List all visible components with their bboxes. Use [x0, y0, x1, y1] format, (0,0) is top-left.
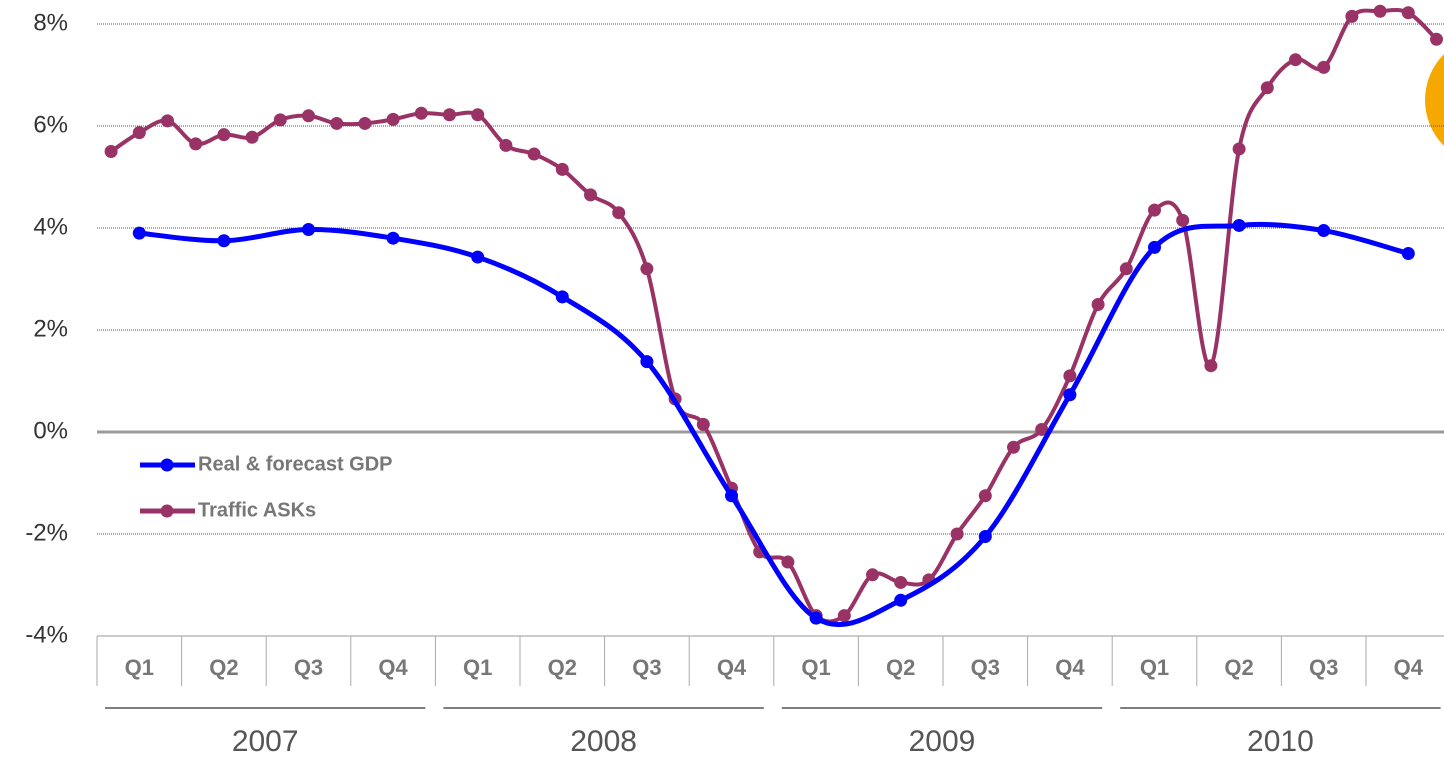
data-point [696, 417, 710, 431]
x-tick-label: Q1 [463, 655, 492, 680]
data-point [809, 611, 823, 625]
data-point [1148, 203, 1161, 217]
data-point [894, 575, 908, 589]
x-tick-label: Q4 [1394, 655, 1424, 680]
legend-marker [160, 504, 174, 518]
x-tick-label: Q2 [209, 655, 238, 680]
data-point [1289, 53, 1302, 67]
data-point [1317, 60, 1331, 74]
data-point [1401, 6, 1415, 20]
y-tick-label: 8% [33, 9, 68, 36]
data-point [1373, 4, 1387, 18]
x-tick-label: Q2 [886, 655, 915, 680]
data-point [640, 355, 654, 369]
data-point [443, 108, 456, 122]
data-point [1232, 142, 1246, 156]
decoration [1425, 54, 1444, 146]
data-point [1035, 422, 1049, 436]
data-point [1176, 213, 1190, 227]
x-tick-label: Q3 [632, 655, 661, 680]
data-point [273, 113, 287, 127]
y-tick-label: 6% [33, 111, 68, 138]
data-point [555, 162, 569, 176]
data-point [978, 530, 992, 544]
data-point [527, 147, 541, 161]
year-label: 2008 [570, 725, 637, 758]
data-point [386, 112, 400, 126]
data-point [217, 234, 231, 248]
data-point [358, 116, 372, 130]
data-point [837, 609, 851, 623]
year-label: 2007 [232, 725, 299, 758]
series-line [109, 8, 1438, 624]
x-tick-label: Q1 [801, 655, 830, 680]
data-point [640, 262, 654, 276]
y-tick-label: 0% [33, 417, 68, 444]
x-tick-label: Q2 [548, 655, 577, 680]
data-point [330, 116, 344, 130]
x-tick-label: Q3 [294, 655, 323, 680]
data-point [1232, 218, 1246, 232]
data-point [1063, 388, 1077, 402]
data-point [132, 126, 146, 140]
data-point [584, 188, 597, 202]
data-point [414, 106, 428, 120]
x-tick-label: Q1 [125, 655, 154, 680]
data-point [104, 145, 118, 158]
legend-label: Real & forecast GDP [198, 453, 393, 475]
x-tick-label: Q4 [717, 655, 747, 680]
data-point [471, 108, 485, 122]
data-point [1007, 440, 1020, 454]
data-point [386, 231, 400, 245]
x-tick-label: Q2 [1224, 655, 1253, 680]
data-point [725, 489, 738, 503]
y-tick-label: 4% [33, 213, 68, 240]
data-point [612, 206, 626, 220]
data-point [894, 593, 908, 607]
series-line [139, 221, 1409, 628]
data-point [499, 138, 513, 152]
data-point [1119, 262, 1133, 276]
data-point [555, 290, 569, 304]
data-point [217, 128, 231, 142]
data-point [978, 489, 992, 503]
y-tick-label: -2% [25, 519, 68, 546]
data-point [302, 109, 315, 123]
data-point [161, 114, 174, 128]
x-tick-label: Q1 [1140, 655, 1169, 680]
data-point [1091, 298, 1105, 311]
data-point [1317, 224, 1331, 238]
data-point [1260, 81, 1274, 95]
data-point [781, 555, 795, 569]
data-point [1204, 359, 1218, 373]
data-point [1148, 240, 1161, 254]
data-point [1430, 32, 1443, 46]
data-point [132, 226, 146, 240]
x-tick-label: Q4 [378, 655, 408, 680]
x-tick-label: Q3 [1309, 655, 1338, 680]
data-point [189, 137, 203, 151]
x-tick-label: Q3 [971, 655, 1000, 680]
data-point [950, 527, 964, 541]
legend-label: Traffic ASKs [198, 499, 316, 521]
data-point [471, 250, 485, 264]
y-tick-label: 2% [33, 315, 68, 342]
y-tick-label: -4% [25, 621, 68, 648]
data-point [866, 568, 879, 582]
year-label: 2009 [909, 725, 976, 758]
data-point [1401, 247, 1415, 260]
year-label: 2010 [1247, 725, 1314, 758]
data-point [245, 130, 259, 144]
data-point [302, 223, 315, 237]
data-point [1063, 369, 1077, 383]
data-point [1345, 9, 1359, 23]
legend-marker [160, 458, 174, 472]
x-tick-label: Q4 [1055, 655, 1085, 680]
